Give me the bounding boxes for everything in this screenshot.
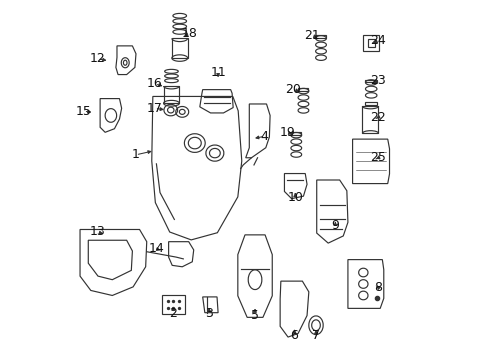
Text: 23: 23 [370, 74, 386, 87]
Text: 17: 17 [147, 102, 163, 115]
Text: 12: 12 [89, 52, 105, 65]
Text: 11: 11 [210, 66, 226, 79]
Text: 19: 19 [279, 126, 295, 139]
Text: 14: 14 [148, 242, 164, 255]
Text: 2: 2 [170, 307, 177, 320]
Text: 6: 6 [291, 329, 298, 342]
Text: 22: 22 [370, 111, 386, 124]
Text: 3: 3 [205, 307, 213, 320]
Text: 7: 7 [312, 329, 320, 342]
Bar [291, 132, 301, 135]
Text: 9: 9 [331, 219, 339, 233]
Text: 8: 8 [374, 281, 382, 294]
Text: 1: 1 [132, 148, 140, 161]
Text: 20: 20 [286, 83, 301, 96]
Text: 15: 15 [75, 105, 92, 118]
Text: 24: 24 [370, 34, 386, 48]
Text: 5: 5 [251, 309, 259, 322]
Bar [316, 36, 326, 39]
Text: 25: 25 [370, 151, 386, 164]
Text: 4: 4 [261, 130, 269, 143]
Text: 16: 16 [147, 77, 163, 90]
Text: 13: 13 [89, 225, 105, 238]
Bar [298, 88, 309, 91]
Text: 21: 21 [305, 29, 320, 42]
Bar [366, 80, 377, 82]
Text: 10: 10 [287, 191, 303, 204]
Text: 18: 18 [181, 27, 197, 40]
